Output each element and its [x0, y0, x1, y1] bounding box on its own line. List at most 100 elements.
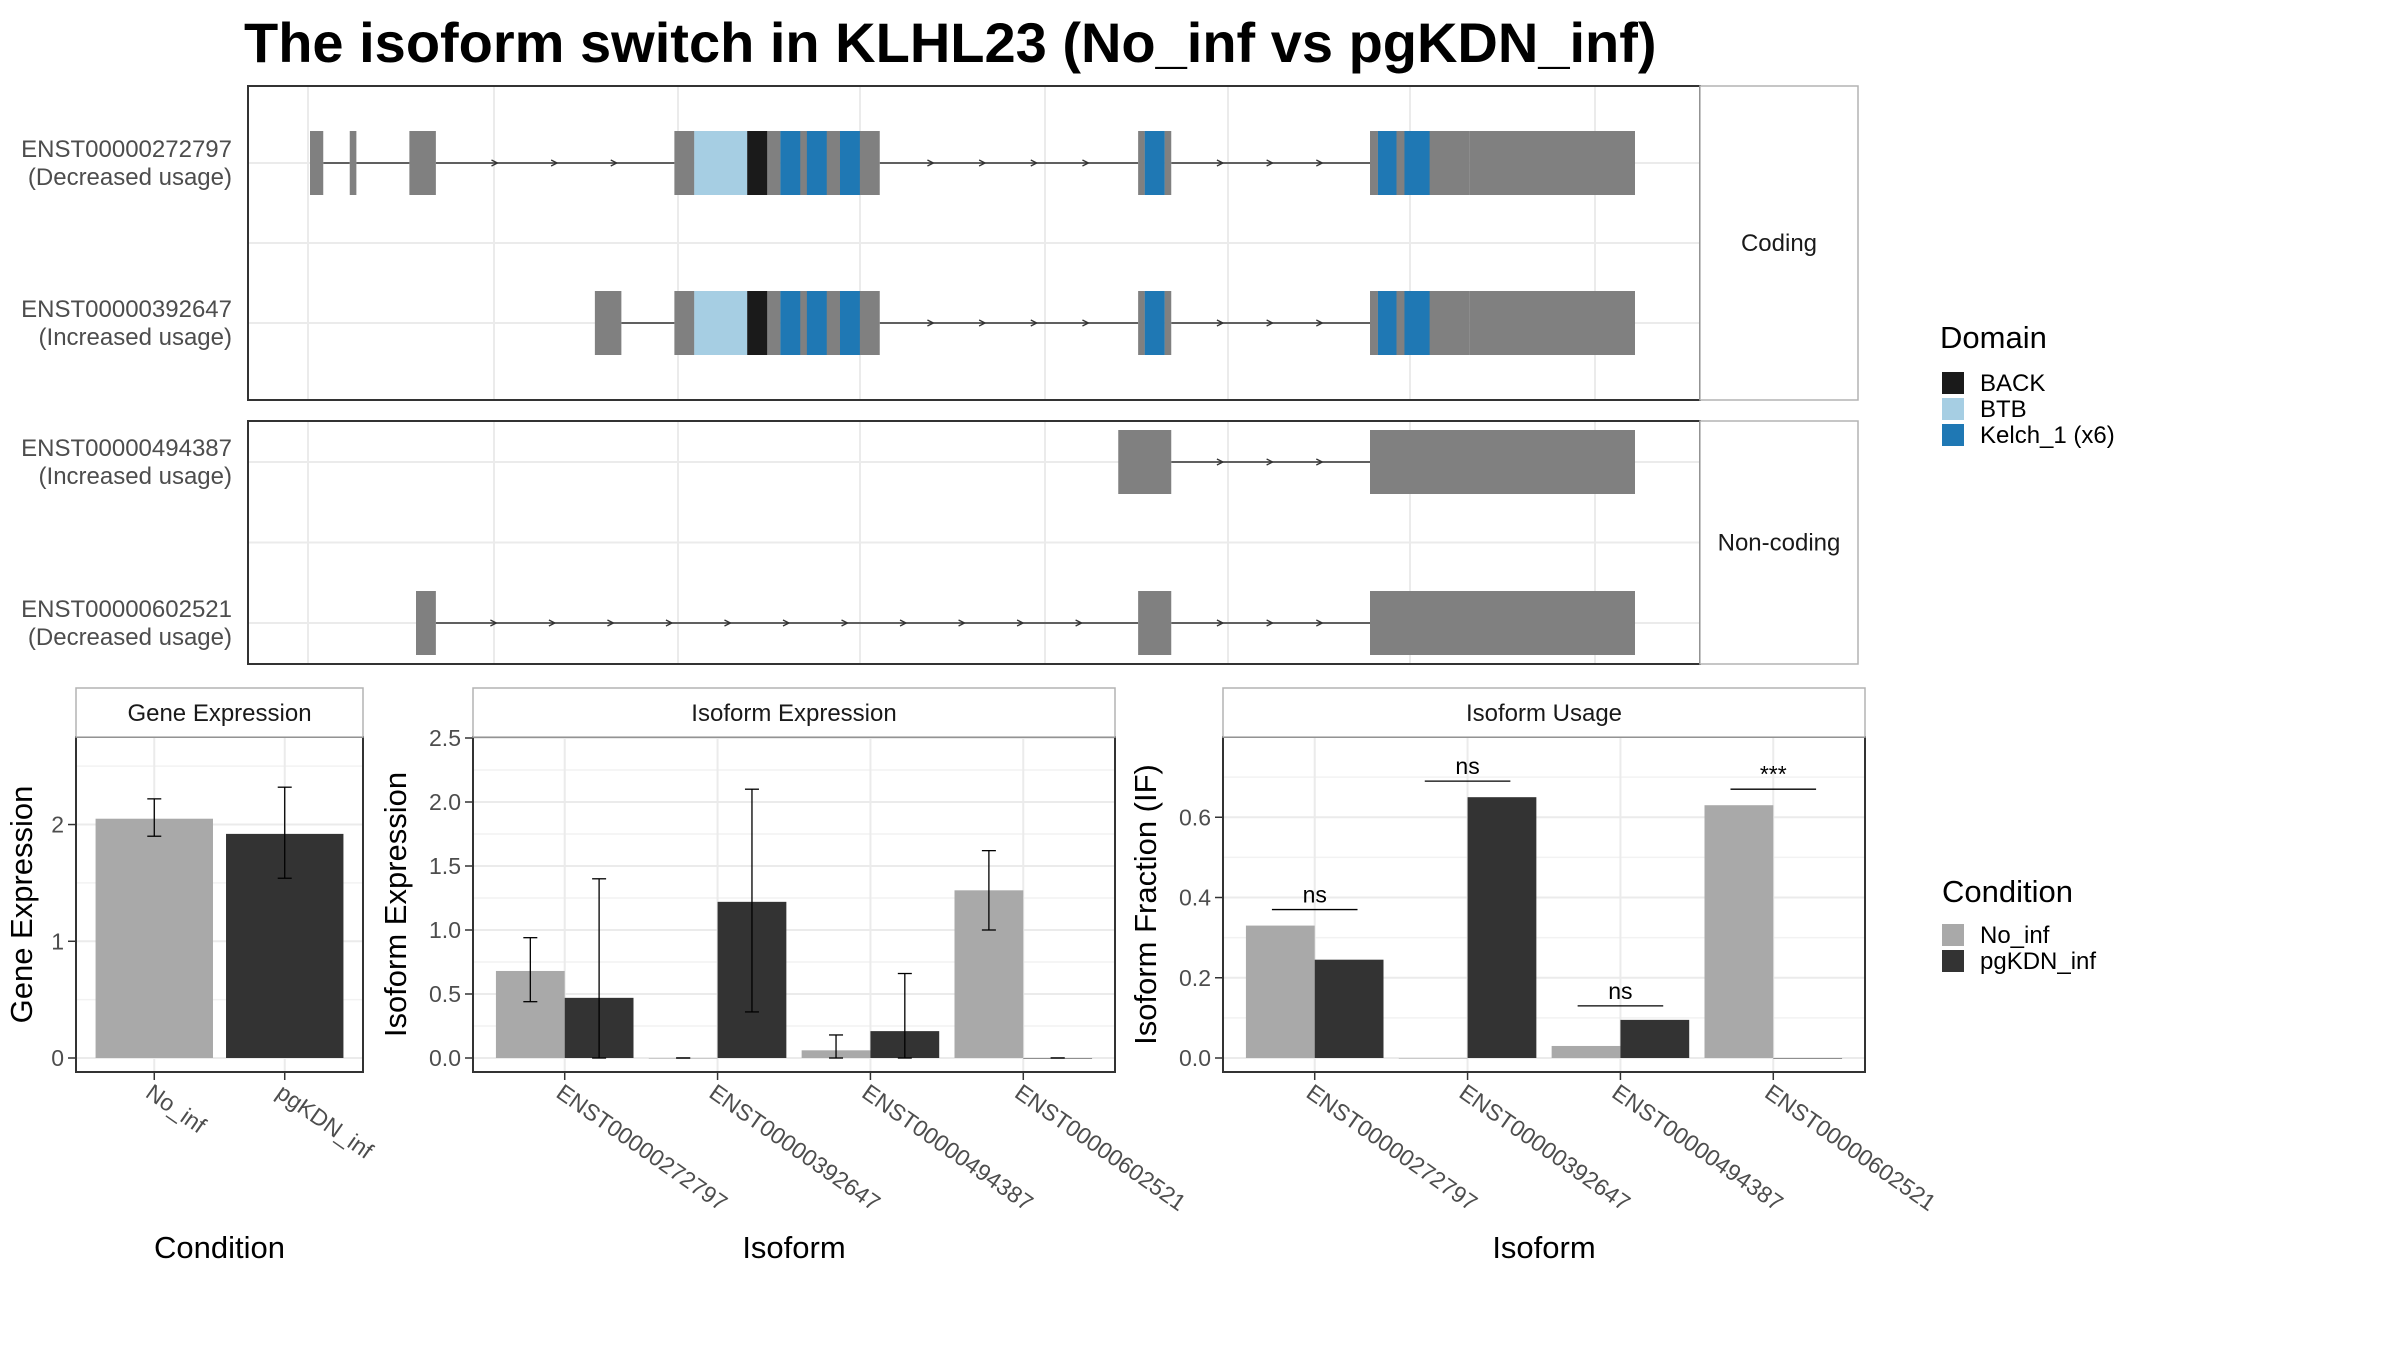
y-tick-label: 2: [51, 812, 64, 838]
bar: [1314, 959, 1384, 1058]
y-tick-label: 1: [51, 928, 64, 954]
y-axis-title: Isoform Fraction (IF): [1128, 764, 1163, 1045]
intron-arrow: [1316, 319, 1324, 327]
intron-arrow: [1316, 458, 1324, 466]
intron-arrow: [927, 159, 935, 167]
domain-legend-key: [1942, 424, 1964, 446]
bar: [1467, 797, 1537, 1058]
exon-block: [409, 131, 436, 195]
intron-arrow: [1082, 159, 1090, 167]
intron-arrow: [491, 159, 499, 167]
intron-arrow: [550, 159, 559, 167]
y-tick-label: 0.4: [1179, 885, 1211, 911]
domain-block: [1377, 291, 1397, 355]
exon-block: [674, 291, 695, 355]
exon-block: [1118, 430, 1172, 494]
condition-legend-key: [1942, 950, 1964, 972]
intron-arrow: [978, 159, 987, 167]
intron-arrow: [782, 619, 791, 627]
bar: [1773, 1058, 1843, 1059]
x-axis-title: Condition: [154, 1230, 285, 1265]
transcript-usage-label: (Decreased usage): [28, 164, 232, 191]
condition-legend-label: pgKDN_inf: [1980, 948, 2096, 975]
bar: [1245, 925, 1315, 1058]
intron-arrow: [724, 619, 732, 627]
significance-label: ns: [1303, 882, 1327, 908]
intron-arrow: [841, 619, 849, 627]
intron-arrow: [1216, 619, 1225, 627]
intron-arrow: [1266, 458, 1275, 466]
x-tick-label: No_inf: [141, 1079, 211, 1139]
y-axis-title: Gene Expression: [4, 786, 39, 1024]
domain-block: [1377, 131, 1397, 195]
domain-block: [1404, 291, 1430, 355]
transcript-usage-label: (Increased usage): [39, 463, 232, 490]
y-tick-label: 2.5: [429, 725, 461, 751]
condition-legend-key: [1942, 924, 1964, 946]
transcript-usage-label: (Increased usage): [39, 324, 232, 351]
exon-block: [866, 131, 880, 195]
facet-strip: [472, 687, 1116, 738]
intron-arrow: [1316, 159, 1324, 167]
domain-block: [806, 291, 827, 355]
exon-block: [349, 131, 357, 195]
intron-arrow: [607, 619, 615, 627]
facet-strip-label: Coding: [1741, 230, 1817, 257]
x-tick-label: pgKDN_inf: [272, 1079, 379, 1164]
domain-block: [747, 131, 768, 195]
intron-arrow: [1216, 458, 1225, 466]
facet-strip-label: Isoform Usage: [1466, 700, 1622, 727]
intron-arrow: [548, 619, 557, 627]
y-tick-label: 0.0: [429, 1045, 461, 1071]
intron-arrow: [610, 159, 619, 167]
transcript-usage-label: (Decreased usage): [28, 624, 232, 651]
exon-block: [1423, 291, 1470, 355]
facet-strip: [1699, 420, 1859, 665]
exon-block: [1370, 131, 1378, 195]
domain-block: [1404, 131, 1430, 195]
domain-block: [806, 131, 827, 195]
y-tick-label: 0.6: [1179, 804, 1211, 830]
intron-arrow: [899, 619, 908, 627]
domain-block: [747, 291, 768, 355]
y-axis-title: Isoform Expression: [378, 772, 413, 1037]
exon-block: [866, 291, 880, 355]
exon-block: [310, 131, 324, 195]
exon-block: [1469, 291, 1635, 355]
intron-arrow: [490, 619, 498, 627]
y-tick-label: 0: [51, 1045, 64, 1071]
exon-block: [1138, 291, 1145, 355]
intron-arrow: [1030, 159, 1039, 167]
intron-arrow: [927, 319, 935, 327]
transcript-id-label: ENST00000392647: [21, 296, 232, 323]
bar: [1551, 1045, 1621, 1058]
exon-block: [1469, 131, 1635, 195]
domain-block: [1144, 131, 1165, 195]
facet-strip: [75, 687, 364, 738]
y-tick-label: 1.0: [429, 917, 461, 943]
condition-legend-label: No_inf: [1980, 922, 2050, 949]
condition-legend-title: Condition: [1942, 874, 2073, 909]
exon-block: [416, 591, 436, 655]
exon-block: [1370, 430, 1635, 494]
y-tick-label: 0.5: [429, 981, 461, 1007]
intron-arrow: [1216, 319, 1225, 327]
exon-block: [1138, 131, 1145, 195]
bar: [1620, 1019, 1690, 1058]
bar: [1704, 805, 1774, 1058]
intron-arrow: [1216, 159, 1225, 167]
transcript-id-label: ENST00000494387: [21, 435, 232, 462]
intron-arrow: [1016, 619, 1025, 627]
x-axis-title: Isoform: [742, 1230, 845, 1265]
intron-arrow: [1030, 319, 1039, 327]
exon-block: [1370, 291, 1378, 355]
transcript-id-label: ENST00000272797: [21, 136, 232, 163]
significance-label: ns: [1455, 753, 1479, 779]
domain-block: [694, 131, 748, 195]
exon-block: [1164, 131, 1172, 195]
significance-label: ns: [1608, 978, 1632, 1004]
facet-strip: [1222, 687, 1866, 738]
bar: [1398, 1058, 1468, 1059]
domain-block: [840, 131, 860, 195]
